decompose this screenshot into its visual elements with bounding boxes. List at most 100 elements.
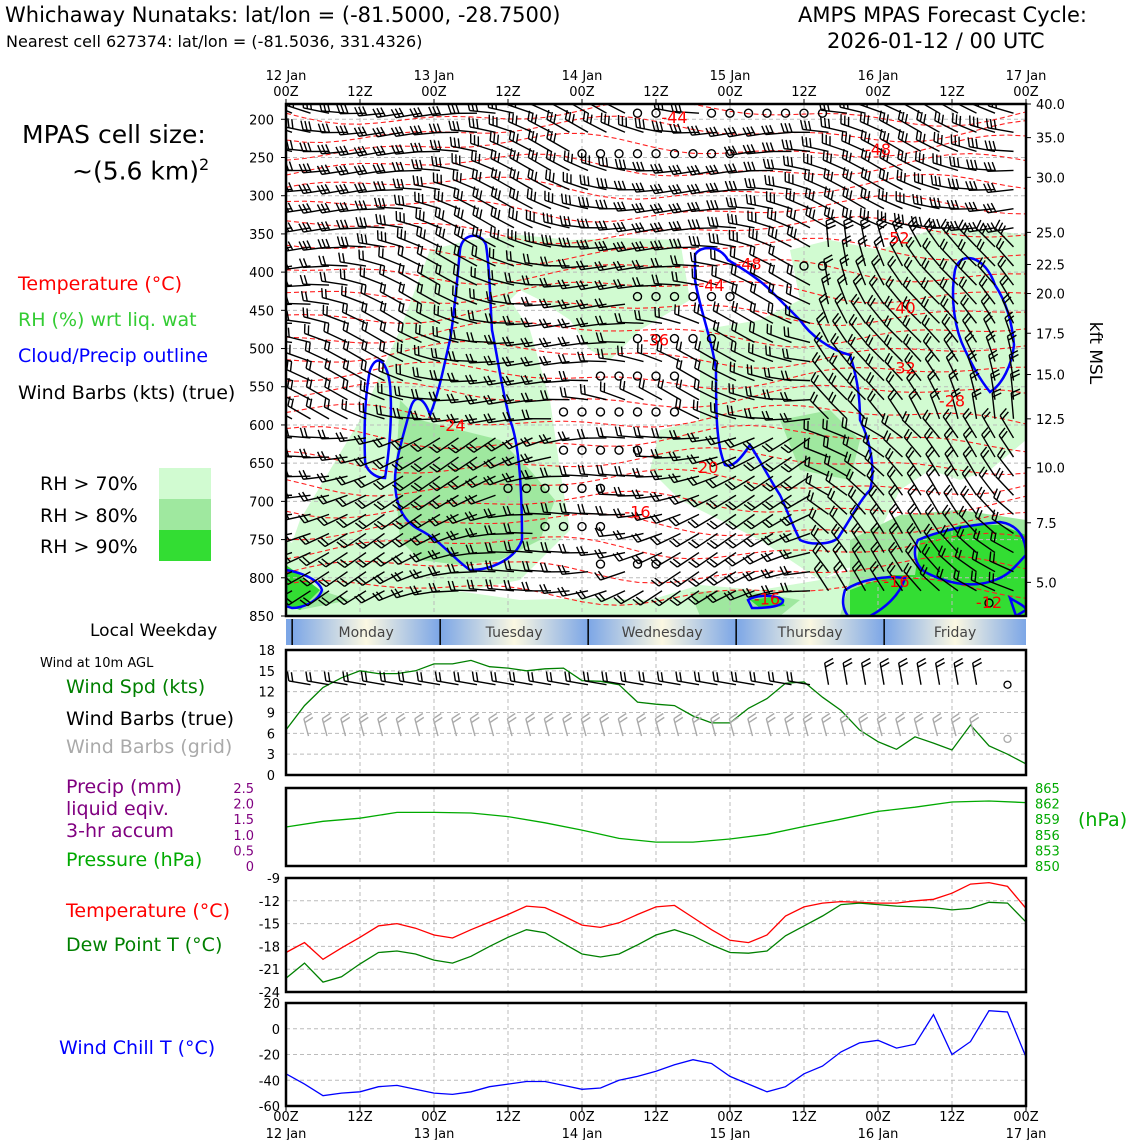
pressure-tick-label: 856 — [1035, 829, 1060, 844]
wind-barb — [562, 590, 589, 597]
wind-barb — [825, 470, 830, 481]
wind-barb — [539, 562, 545, 573]
temperature-contour — [286, 153, 1026, 177]
wind-barb — [322, 475, 348, 483]
wind-barb — [672, 451, 678, 461]
wind-barb — [752, 323, 756, 334]
wind-barb — [847, 391, 853, 401]
wind-barb — [971, 393, 978, 419]
wind-barb — [734, 284, 738, 294]
wind-barb — [812, 542, 819, 552]
wind-barb — [362, 200, 368, 210]
wind-barb-true — [564, 671, 568, 682]
wind-barb — [771, 284, 775, 294]
wind-barb-grid — [617, 718, 624, 737]
wind-barb — [417, 125, 423, 135]
wind-barb — [712, 590, 737, 604]
wind-barb — [415, 332, 441, 344]
wind-barb — [449, 328, 452, 339]
wind-barb — [639, 590, 663, 606]
wind-barb — [655, 427, 660, 438]
wind-barb — [561, 564, 567, 575]
wind-barb — [534, 171, 538, 182]
wind-barb — [379, 329, 404, 344]
wind-barb — [803, 428, 829, 439]
wind-barb — [903, 172, 906, 183]
wind-barb — [780, 582, 785, 593]
wind-barb — [687, 499, 695, 508]
wind-barb — [903, 256, 910, 266]
wind-barb — [929, 387, 939, 396]
wind-barb — [543, 379, 570, 384]
wind-barb-grid — [747, 718, 754, 737]
wind-barb — [731, 309, 755, 324]
wind-barb — [427, 534, 435, 544]
kft-tick-label: 40.0 — [1036, 98, 1065, 113]
wind-barb — [434, 348, 438, 359]
wind-barb — [417, 271, 441, 286]
wind-barb — [395, 538, 404, 546]
wind-barb — [1009, 353, 1019, 360]
wind-barb — [452, 178, 478, 191]
wind-barb — [286, 414, 293, 420]
pressure-tick-label: 850 — [1035, 860, 1060, 875]
wind-barb — [491, 176, 515, 191]
wind-barb-grid — [765, 712, 775, 720]
wind-barb — [990, 539, 1014, 554]
wind-barb — [584, 239, 590, 249]
wind-barb — [599, 322, 626, 326]
wind-barb — [945, 488, 953, 497]
wind-barb — [885, 114, 889, 124]
temperature-contour — [286, 195, 1026, 223]
wind-barb — [576, 546, 582, 556]
time-hour-label: 00Z — [569, 85, 595, 100]
wind-barb — [813, 374, 819, 384]
wind-barb — [784, 370, 789, 380]
wind-barb — [824, 195, 848, 210]
legend-rh: RH (%) wrt liq. wat — [18, 309, 197, 331]
wind-barb — [602, 240, 608, 250]
wind-barb — [436, 105, 442, 116]
wind-barb — [734, 214, 738, 225]
wind-barb-true — [693, 671, 697, 682]
wind-barb — [602, 220, 608, 230]
wind-barb — [361, 590, 385, 604]
wind-barb-true — [898, 657, 908, 664]
wind-barb — [873, 258, 881, 267]
time-date-label: 16 Jan — [858, 69, 899, 84]
wind-barb — [342, 320, 346, 331]
wind-barb-grid — [636, 712, 646, 720]
wind-barb — [901, 111, 905, 122]
wind-barb — [915, 159, 940, 172]
wind-barb-grid — [691, 712, 701, 720]
calm-wind-mark — [725, 148, 735, 159]
wind-barb — [287, 386, 311, 401]
wind-barb — [730, 255, 755, 267]
wind-barb — [503, 560, 508, 570]
wind-barb — [779, 413, 785, 423]
wind-barb-true — [771, 672, 775, 682]
wind-barb — [557, 354, 563, 364]
wind-barb — [563, 150, 566, 161]
wind-barb — [316, 496, 324, 505]
wind-barb — [409, 570, 416, 579]
wind-barb — [813, 527, 820, 537]
wind-barb — [377, 413, 404, 420]
wind-barb — [941, 279, 948, 289]
wind-barb — [447, 580, 452, 591]
wind-barb-grid — [821, 712, 831, 720]
wind-barb — [505, 336, 512, 346]
wind-barb — [712, 348, 737, 363]
wind-barb-grid — [414, 718, 421, 737]
wind-barb — [335, 202, 341, 213]
temperature-tick-label: -12 — [259, 895, 280, 910]
wind-barb — [307, 590, 330, 607]
wind-barb — [905, 236, 913, 246]
wind-barb — [958, 513, 978, 534]
wind-barb — [302, 491, 309, 501]
wind-barb — [451, 129, 478, 133]
wind-barb — [325, 571, 348, 588]
wind-barb — [336, 580, 345, 587]
wind-barb — [339, 595, 348, 603]
wind-barb — [872, 525, 880, 535]
